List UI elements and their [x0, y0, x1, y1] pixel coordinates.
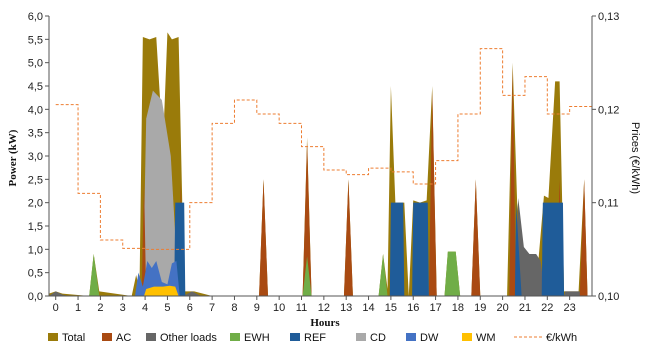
y-tick-label: 1,5 [28, 221, 43, 233]
legend-item-dw: DW [406, 332, 439, 344]
legend-item-ewh: EWH [230, 332, 270, 344]
y-tick-label: 3,0 [28, 151, 43, 163]
x-tick-label: 11 [296, 302, 307, 314]
x-tick-label: 1 [75, 302, 81, 314]
y-tick-label: 3,5 [28, 128, 43, 140]
y-tick-label: 5,0 [28, 58, 43, 70]
legend-swatch [406, 333, 416, 341]
y-tick-label: 4,5 [28, 81, 43, 93]
legend-label: Total [62, 332, 85, 344]
y-tick-label: 2,0 [28, 198, 43, 210]
y2-tick-label: 0,11 [598, 198, 619, 210]
x-tick-label: 18 [452, 302, 464, 314]
legend-label: AC [116, 332, 131, 344]
axes: 0 1 2 3 4 5 6 7 8 9 10 11 12 13 14 15 16 17 18 19 20 21 22 230,… [28, 11, 620, 314]
legend: Total AC Other loads EWH REF CD DW WM €/kWh [48, 332, 577, 344]
plot-areas [49, 32, 588, 296]
x-tick-label: 20 [496, 302, 508, 314]
legend-swatch [146, 333, 156, 341]
x-tick-label: 23 [564, 302, 576, 314]
legend-item-ref: REF [290, 332, 326, 344]
legend-item-total: Total [48, 332, 85, 344]
x-tick-label: 3 [120, 302, 126, 314]
legend-item-kwh: €/kWh [514, 332, 577, 344]
series-area-cd [142, 90, 178, 296]
legend-label: €/kWh [546, 332, 577, 344]
series-area-total [49, 32, 588, 296]
x-tick-label: 21 [519, 302, 531, 314]
x-tick-label: 0 [53, 302, 59, 314]
y-tick-label: 6,0 [28, 11, 43, 23]
y-tick-label: 5,5 [28, 34, 43, 46]
legend-item-wm: WM [462, 332, 496, 344]
x-tick-label: 5 [164, 302, 170, 314]
y2-tick-label: 0,13 [598, 11, 619, 23]
legend-label: Other loads [160, 332, 217, 344]
plot-lines [55, 48, 592, 250]
x-tick-label: 2 [97, 302, 103, 314]
x-tick-label: 9 [254, 302, 260, 314]
series-area-ac [141, 67, 588, 296]
series-area-ref [174, 202, 565, 296]
legend-label: DW [420, 332, 439, 344]
y-tick-label: 2,5 [28, 174, 43, 186]
x-tick-label: 4 [142, 302, 148, 314]
legend-item-cd: CD [356, 332, 386, 344]
y-axis-title: Power (kW) [7, 129, 19, 186]
series-area-other-loads [49, 198, 581, 296]
legend-item-ac: AC [102, 332, 131, 344]
x-tick-label: 19 [474, 302, 486, 314]
legend-swatch [462, 333, 472, 341]
y2-tick-label: 0,12 [598, 104, 619, 116]
x-tick-label: 14 [362, 302, 374, 314]
legend-swatch [48, 333, 58, 341]
legend-label: REF [304, 332, 326, 344]
x-tick-label: 16 [407, 302, 419, 314]
x-axis-title: Hours [310, 317, 340, 329]
x-tick-label: 10 [273, 302, 285, 314]
x-tick-label: 15 [385, 302, 397, 314]
x-tick-label: 13 [340, 302, 352, 314]
x-tick-label: 12 [318, 302, 330, 314]
legend-label: EWH [244, 332, 270, 344]
legend-item-other-loads: Other loads [146, 332, 217, 344]
x-tick-label: 6 [187, 302, 193, 314]
series-line-price [55, 48, 592, 250]
legend-label: CD [370, 332, 386, 344]
legend-label: WM [476, 332, 496, 344]
x-tick-label: 7 [209, 302, 215, 314]
legend-swatch [230, 333, 240, 341]
y-tick-label: 1,0 [28, 244, 43, 256]
y2-axis-title: Prices (€/kWh) [629, 122, 641, 194]
x-tick-label: 8 [231, 302, 237, 314]
y2-tick-label: 0,10 [598, 291, 619, 303]
legend-swatch [102, 333, 112, 341]
y-tick-label: 4,0 [28, 104, 43, 116]
y-tick-label: 0,5 [28, 268, 43, 280]
series-area-wm [143, 285, 179, 296]
x-tick-label: 22 [541, 302, 553, 314]
legend-swatch [290, 333, 300, 341]
legend-swatch [356, 333, 366, 341]
x-tick-label: 17 [429, 302, 441, 314]
y-tick-label: 0,0 [28, 291, 43, 303]
